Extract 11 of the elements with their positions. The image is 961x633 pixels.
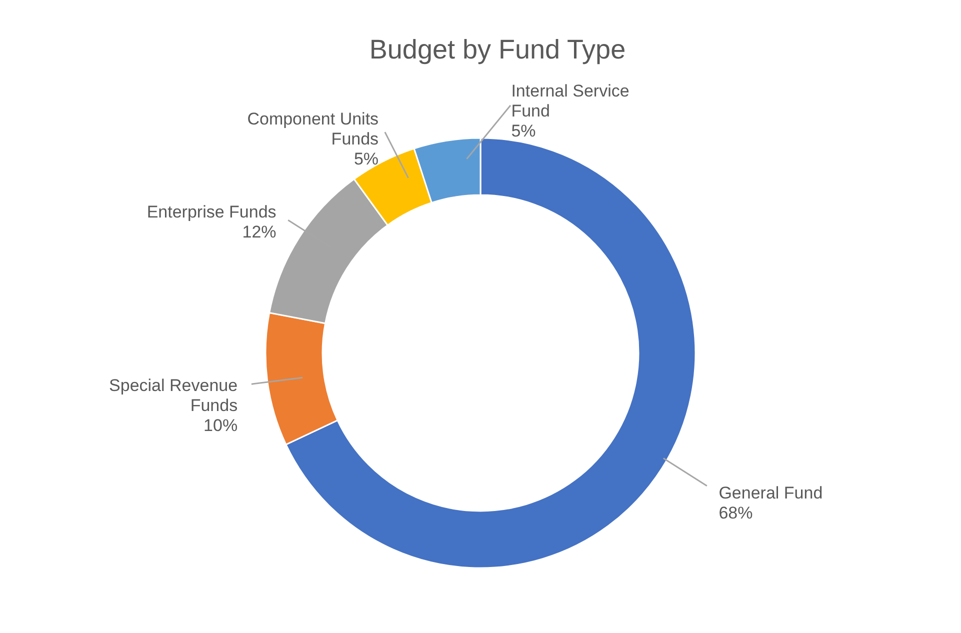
data-label: 68% — [718, 503, 753, 522]
data-label: 10% — [204, 416, 238, 435]
data-label: 5% — [354, 150, 379, 169]
slice-label: Component Units Funds — [247, 110, 379, 149]
slice-label: General Fund — [718, 483, 823, 502]
slice-label: Internal Service Fund — [511, 81, 630, 120]
slice-label: Special Revenue Funds — [109, 376, 238, 415]
chart-title: Budget by Fund Type — [369, 34, 626, 64]
data-label: 12% — [242, 222, 276, 242]
slice-label: Enterprise Funds — [146, 202, 276, 222]
data-label: 5% — [511, 121, 536, 140]
